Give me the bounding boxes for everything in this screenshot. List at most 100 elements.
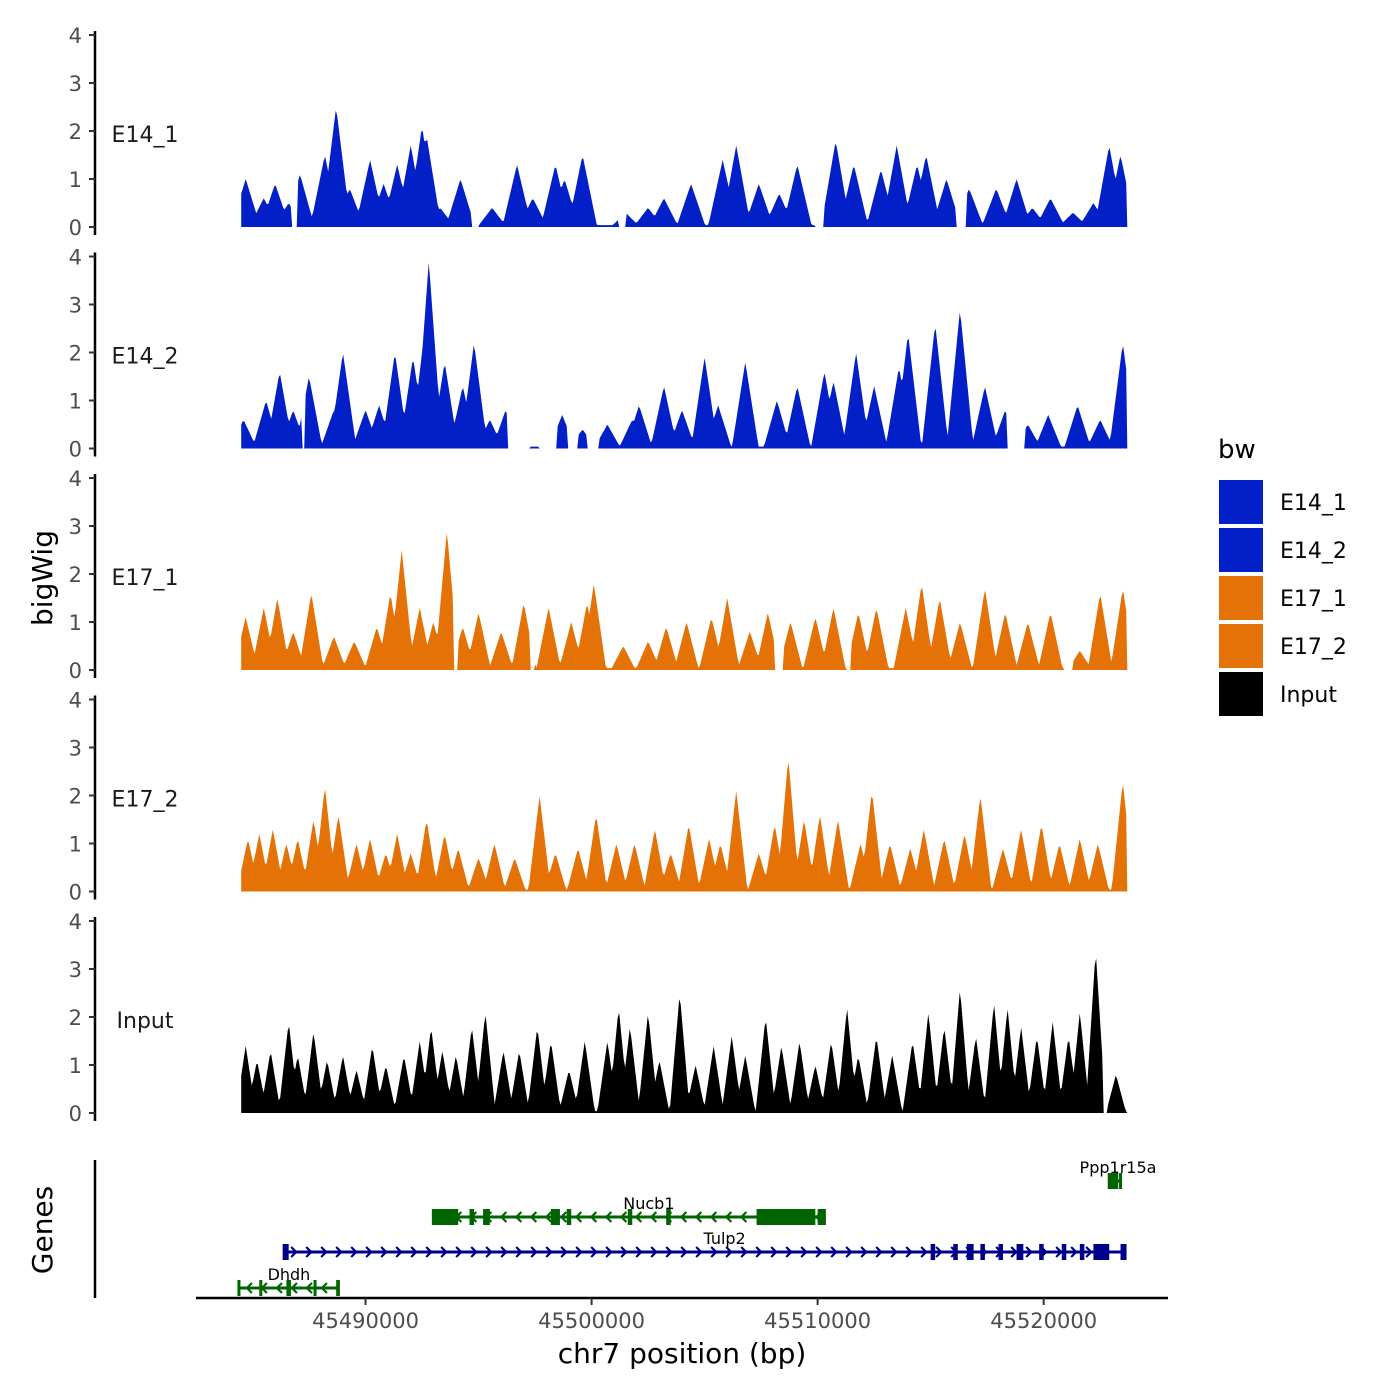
strand-chevron: [740, 1246, 748, 1258]
strand-chevron: [514, 1211, 523, 1223]
exon-block: [1039, 1244, 1044, 1260]
strand-chevron: [800, 1246, 808, 1258]
y-tick-label: 4: [69, 24, 82, 48]
strand-chevron: [485, 1246, 493, 1258]
legend-label: Input: [1280, 683, 1337, 708]
gene-label: Tulp2: [702, 1229, 745, 1248]
gene-tulp2: Tulp2: [282, 1229, 1127, 1260]
exon-block: [756, 1209, 816, 1225]
strand-chevron: [785, 1246, 793, 1258]
strand-chevron: [709, 1211, 718, 1223]
strand-chevron: [680, 1246, 688, 1258]
track-e17-1: 0 1 2 3 4 E17_1: [69, 467, 1128, 683]
legend-swatch: [1219, 480, 1263, 524]
strand-chevron: [724, 1211, 733, 1223]
strand-chevron: [875, 1246, 883, 1258]
strand-chevron: [890, 1246, 898, 1258]
strand-chevron: [529, 1211, 538, 1223]
legend-label: E14_1: [1280, 491, 1347, 516]
exon-block: [259, 1280, 263, 1296]
legend-item-e14-1: E14_1: [1219, 480, 1347, 524]
genes-axis-title: Genes: [26, 1186, 59, 1274]
strand-chevron: [575, 1246, 583, 1258]
y-tick-label: 4: [69, 246, 82, 270]
strand-chevron: [635, 1246, 643, 1258]
strand-chevron: [710, 1246, 718, 1258]
exon-block: [336, 1280, 340, 1296]
exon-block: [566, 1209, 572, 1225]
strand-chevron: [725, 1246, 733, 1258]
x-axis-title: chr7 position (bp): [558, 1337, 807, 1370]
strand-chevron: [305, 1246, 313, 1258]
strand-chevron: [905, 1246, 913, 1258]
strand-chevron: [619, 1211, 628, 1223]
y-tick-label: 1: [69, 168, 82, 192]
track-e14-2: 0 1 2 3 4 E14_2: [69, 246, 1128, 462]
strand-chevron: [650, 1246, 658, 1258]
y-tick-label: 4: [69, 467, 82, 491]
strand-chevron: [320, 1246, 328, 1258]
exon-block: [980, 1244, 985, 1260]
exon-block: [286, 1280, 291, 1296]
strand-chevron: [560, 1246, 568, 1258]
strand-chevron: [245, 1282, 253, 1294]
strand-chevron: [830, 1246, 838, 1258]
y-tick-label: 3: [69, 737, 82, 761]
y-tick-label: 2: [69, 1006, 82, 1030]
gene-label: Dhdh: [268, 1265, 311, 1284]
gene-ppp1r15a: Ppp1r15a: [1080, 1158, 1156, 1189]
signal-area: [241, 958, 1128, 1113]
strand-chevron: [1025, 1246, 1033, 1258]
exon-block: [953, 1244, 958, 1260]
exon-block: [1109, 1173, 1119, 1189]
y-tick-label: 0: [69, 438, 82, 462]
strand-chevron: [920, 1246, 928, 1258]
strand-chevron: [350, 1246, 358, 1258]
exon-block: [313, 1280, 317, 1296]
exon-block: [930, 1244, 936, 1260]
strand-chevron: [935, 1246, 943, 1258]
y-tick-label: 2: [69, 342, 82, 366]
signal-tracks: 0 1 2 3 4 E14_1 0 1 2 3 4 E14_2 0 1 2 3 4 E17_1 0 1 2 3 4 E17_2…: [69, 24, 1128, 1126]
strand-chevron: [1085, 1246, 1093, 1258]
strand-chevron: [455, 1246, 463, 1258]
track-label: E17_2: [112, 788, 179, 813]
legend-item-e14-2: E14_2: [1219, 528, 1347, 572]
y-tick-label: 3: [69, 72, 82, 96]
strand-chevron: [305, 1282, 313, 1294]
signal-area: [241, 533, 1128, 670]
strand-chevron: [365, 1246, 373, 1258]
track-input: 0 1 2 3 4 Input: [69, 910, 1128, 1126]
strand-chevron: [380, 1246, 388, 1258]
y-tick-label: 0: [69, 216, 82, 240]
strand-chevron: [530, 1246, 538, 1258]
exon-block: [550, 1209, 560, 1225]
strand-chevron: [544, 1211, 553, 1223]
track-label: E14_1: [112, 123, 179, 148]
gene-label: Nucb1: [623, 1194, 674, 1213]
strand-chevron: [470, 1246, 478, 1258]
legend-swatch: [1219, 624, 1263, 668]
y-tick-label: 0: [69, 1102, 82, 1126]
y-tick-label: 1: [69, 611, 82, 635]
strand-chevron: [665, 1246, 673, 1258]
y-tick-label: 3: [69, 294, 82, 318]
exon-block: [966, 1244, 974, 1260]
strand-chevron: [395, 1246, 403, 1258]
exon-block: [1093, 1244, 1110, 1260]
track-label: E14_2: [112, 345, 179, 370]
strand-chevron: [755, 1246, 763, 1258]
strand-chevron: [695, 1246, 703, 1258]
signal-area: [241, 262, 1128, 449]
strand-chevron: [545, 1246, 553, 1258]
exon-block: [666, 1209, 671, 1225]
legend-label: E14_2: [1280, 539, 1347, 564]
exon-block: [998, 1244, 1003, 1260]
x-tick-label: 45510000: [764, 1309, 871, 1333]
strand-chevron: [515, 1246, 523, 1258]
exon-block: [817, 1209, 825, 1225]
legend-swatch: [1219, 672, 1263, 716]
strand-chevron: [739, 1211, 748, 1223]
track-e17-2: 0 1 2 3 4 E17_2: [69, 689, 1128, 905]
strand-chevron: [815, 1246, 823, 1258]
